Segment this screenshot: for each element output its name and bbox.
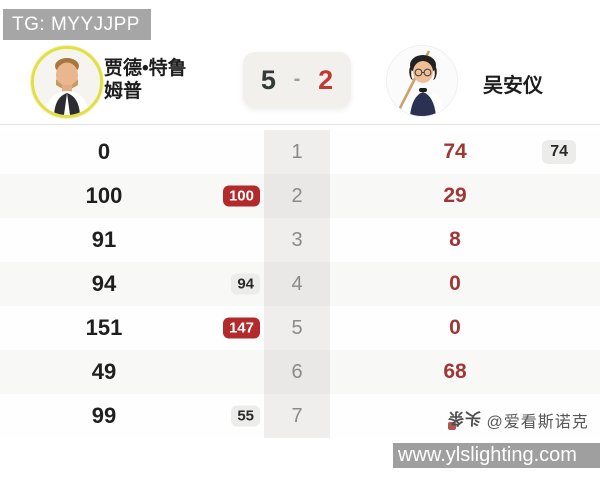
player2-frame-score-cell: 8 [330,218,580,262]
frame-number-cell: 3 [264,218,330,262]
player1-frame-score-cell: 151 147 [0,306,264,350]
break-badge: 55 [231,405,260,427]
frame-number-cell: 1 [264,130,330,174]
toutiao-logo: 头条 [447,409,482,426]
frame-number: 5 [291,316,303,339]
frames-table: 0 1 74 74 100 100 2 29 91 3 8 94 94 4 0 151 147 5 0 49 6 68 99… [0,130,600,438]
player2-frame-score-cell: 0 [330,262,580,306]
player1-frame-score: 100 [85,183,123,208]
player2-frame-score: 68 [443,360,467,383]
player1-name: 贾德•特鲁 姆普 [104,57,234,103]
player1-frame-score: 99 [91,403,117,428]
frame-row: 0 1 74 74 [0,130,600,174]
player1-name-line1: 贾德•特鲁 [104,58,187,79]
frame-number-cell: 2 [264,174,330,218]
frame-number: 7 [291,404,303,427]
player1-frame-score: 49 [91,359,117,384]
player1-frame-score-cell: 91 [0,218,264,262]
player2-frame-score-cell: 0 [330,306,580,350]
frame-number-cell: 5 [264,306,330,350]
frame-number: 2 [291,184,303,207]
player2-frame-score-cell: 68 [330,350,580,394]
player1-frame-score: 0 [97,139,111,164]
frame-number: 1 [291,140,303,163]
player2-frame-score: 0 [449,316,461,339]
break-badge: 147 [222,317,260,339]
header-divider [0,124,600,125]
player2-frame-score: 0 [449,272,461,295]
frame-row: 91 3 8 [0,218,600,262]
player2-frame-score-cell: 29 [330,174,580,218]
break-badge: 74 [542,140,576,164]
player2-photo-icon [387,46,457,116]
frame-number-cell: 4 [264,262,330,306]
frame-row: 94 94 4 0 [0,262,600,306]
frame-number-cell: 6 [264,350,330,394]
toutiao-handle: @爱看斯诺克 [486,414,589,431]
frame-row: 100 100 2 29 [0,174,600,218]
player1-frame-score: 151 [85,315,123,340]
match-score: 5 - 2 [243,52,351,108]
toutiao-watermark: 头条 @爱看斯诺克 [447,408,589,432]
player2-avatar [386,45,458,117]
player1-avatar [31,46,103,118]
player1-frame-score-cell: 0 [0,130,264,174]
break-badge: 100 [222,185,260,207]
frame-row: 99 55 7 [0,394,600,438]
frame-row: 151 147 5 0 [0,306,600,350]
player1-frames-won: 5 [260,64,276,95]
player1-frame-score-cell: 49 [0,350,264,394]
frame-number: 3 [291,228,303,251]
player2-frames-won: 2 [318,64,334,95]
player2-frame-score: 8 [449,228,461,251]
player2-frame-score: 29 [443,184,467,207]
player2-frame-score: 74 [443,140,467,163]
player1-frame-score-cell: 99 55 [0,394,264,438]
site-watermark: www.ylslighting.com [393,443,600,468]
score-separator: - [293,67,301,90]
break-badge: 94 [231,273,260,295]
tg-watermark: TG: MYYJJPP [3,9,151,40]
player1-frame-score: 91 [91,227,117,252]
frame-row: 49 6 68 [0,350,600,394]
player1-frame-score-cell: 100 100 [0,174,264,218]
player1-photo-icon [34,49,100,115]
frame-number: 4 [291,272,303,295]
player1-frame-score: 94 [91,271,117,296]
player2-frame-score-cell: 74 [330,130,580,174]
player2-name: 吴安仪 [483,75,543,97]
player1-name-line2: 姆普 [104,81,143,102]
frame-number-cell: 7 [264,394,330,438]
player1-frame-score-cell: 94 94 [0,262,264,306]
frame-number: 6 [291,360,303,383]
